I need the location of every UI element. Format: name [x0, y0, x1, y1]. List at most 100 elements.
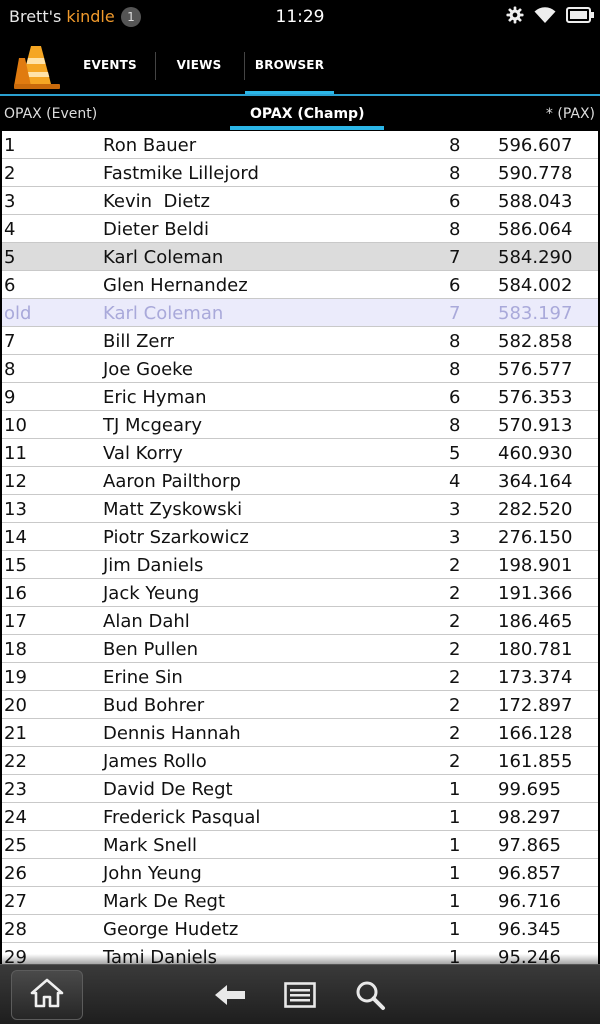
- score-cell: 364.164: [498, 471, 573, 492]
- back-icon[interactable]: [213, 979, 247, 1011]
- subtab-pax[interactable]: * (PAX): [545, 106, 595, 122]
- name-cell: Piotr Szarkowicz: [103, 527, 249, 548]
- table-row[interactable]: 19 Erine Sin 2 173.374: [2, 663, 598, 691]
- score-cell: 186.465: [498, 611, 573, 632]
- rank-cell: 6: [4, 275, 16, 296]
- events-cell: 1: [449, 891, 461, 912]
- score-cell: 282.520: [498, 499, 573, 520]
- nav-bar: [0, 964, 600, 1024]
- rank-cell: old: [4, 303, 32, 324]
- scroll-fade: [2, 954, 598, 964]
- table-row[interactable]: 3 Kevin Dietz 6 588.043: [2, 187, 598, 215]
- table-row[interactable]: 26 John Yeung 1 96.857: [2, 859, 598, 887]
- events-cell: 6: [449, 387, 461, 408]
- notification-badge[interactable]: 1: [121, 7, 141, 27]
- sub-tab-bar: OPAX (Event) OPAX (Champ) * (PAX): [0, 96, 600, 131]
- tab-divider: [244, 52, 245, 80]
- score-cell: 96.857: [498, 863, 561, 884]
- table-row[interactable]: 6 Glen Hernandez 6 584.002: [2, 271, 598, 299]
- events-cell: 1: [449, 919, 461, 940]
- table-row[interactable]: 28 George Hudetz 1 96.345: [2, 915, 598, 943]
- rank-cell: 18: [4, 639, 27, 660]
- score-cell: 584.290: [498, 247, 573, 268]
- table-row[interactable]: 25 Mark Snell 1 97.865: [2, 831, 598, 859]
- name-cell: George Hudetz: [103, 919, 239, 940]
- table-row[interactable]: 10 TJ Mcgeary 8 570.913: [2, 411, 598, 439]
- table-row[interactable]: 17 Alan Dahl 2 186.465: [2, 607, 598, 635]
- rank-cell: 24: [4, 807, 27, 828]
- score-cell: 588.043: [498, 191, 573, 212]
- table-row[interactable]: 7 Bill Zerr 8 582.858: [2, 327, 598, 355]
- rank-cell: 2: [4, 163, 16, 184]
- table-row[interactable]: 9 Eric Hyman 6 576.353: [2, 383, 598, 411]
- events-cell: 4: [449, 471, 461, 492]
- rank-cell: 23: [4, 779, 27, 800]
- standings-rows: 1 Ron Bauer 8 596.607 2 Fastmike Lillejord 8 59…: [2, 131, 598, 964]
- subtab-opax-event[interactable]: OPAX (Event): [4, 106, 98, 122]
- events-cell: 3: [449, 527, 461, 548]
- events-cell: 2: [449, 723, 461, 744]
- device-owner: Brett's: [9, 7, 62, 26]
- events-cell: 8: [449, 359, 461, 380]
- table-row[interactable]: 24 Frederick Pasqual 1 98.297: [2, 803, 598, 831]
- score-cell: 586.064: [498, 219, 573, 240]
- table-row[interactable]: 1 Ron Bauer 8 596.607: [2, 131, 598, 159]
- table-row[interactable]: 27 Mark De Regt 1 96.716: [2, 887, 598, 915]
- name-cell: Mark De Regt: [103, 891, 226, 912]
- table-row[interactable]: 14 Piotr Szarkowicz 3 276.150: [2, 523, 598, 551]
- rank-cell: 19: [4, 667, 27, 688]
- table-row[interactable]: 2 Fastmike Lillejord 8 590.778: [2, 159, 598, 187]
- rank-cell: 29: [4, 943, 27, 964]
- events-cell: 6: [449, 275, 461, 296]
- name-cell: David De Regt: [103, 779, 233, 800]
- table-row[interactable]: 16 Jack Yeung 2 191.366: [2, 579, 598, 607]
- score-cell: 95.246: [498, 943, 561, 964]
- home-button[interactable]: [11, 970, 83, 1020]
- table-row[interactable]: 18 Ben Pullen 2 180.781: [2, 635, 598, 663]
- menu-icon[interactable]: [283, 979, 317, 1011]
- name-cell: Aaron Pailthorp: [103, 471, 241, 492]
- name-cell: Ron Bauer: [103, 135, 197, 156]
- name-cell: Jack Yeung: [103, 583, 200, 604]
- table-row[interactable]: old Karl Coleman 7 583.197: [2, 299, 598, 327]
- table-row[interactable]: 11 Val Korry 5 460.930: [2, 439, 598, 467]
- name-cell: Karl Coleman: [103, 303, 224, 324]
- table-row[interactable]: 4 Dieter Beldi 8 586.064: [2, 215, 598, 243]
- events-cell: 1: [449, 943, 460, 964]
- table-row[interactable]: 13 Matt Zyskowski 3 282.520: [2, 495, 598, 523]
- table-row[interactable]: 29 Tami Daniels 1 95.246: [2, 943, 598, 964]
- gear-icon[interactable]: [506, 6, 524, 28]
- rank-cell: 4: [4, 219, 16, 240]
- app-tab-bar: EVENTS VIEWS BROWSER: [0, 34, 600, 96]
- score-cell: 173.374: [498, 667, 573, 688]
- table-row[interactable]: 23 David De Regt 1 99.695: [2, 775, 598, 803]
- standings-table[interactable]: 1 Ron Bauer 8 596.607 2 Fastmike Lillejord 8 59…: [0, 131, 600, 964]
- rank-cell: 14: [4, 527, 27, 548]
- score-cell: 161.855: [498, 751, 573, 772]
- status-icons: [506, 6, 594, 28]
- events-cell: 2: [449, 751, 461, 772]
- tab-browser[interactable]: BROWSER: [245, 34, 334, 96]
- search-icon[interactable]: [353, 979, 387, 1011]
- rank-cell: 27: [4, 891, 27, 912]
- name-cell: James Rollo: [103, 751, 207, 772]
- rank-cell: 22: [4, 751, 27, 772]
- clock: 11:29: [275, 7, 325, 27]
- table-row[interactable]: 15 Jim Daniels 2 198.901: [2, 551, 598, 579]
- tab-views[interactable]: VIEWS: [176, 58, 222, 72]
- subtab-opax-champ[interactable]: OPAX (Champ): [229, 96, 386, 131]
- traffic-cone-icon[interactable]: [14, 42, 60, 92]
- table-row[interactable]: 12 Aaron Pailthorp 4 364.164: [2, 467, 598, 495]
- table-row[interactable]: 21 Dennis Hannah 2 166.128: [2, 719, 598, 747]
- table-row[interactable]: 20 Bud Bohrer 2 172.897: [2, 691, 598, 719]
- events-cell: 1: [449, 807, 461, 828]
- name-cell: Karl Coleman: [103, 247, 224, 268]
- events-cell: 8: [449, 415, 461, 436]
- score-cell: 172.897: [498, 695, 573, 716]
- table-row[interactable]: 8 Joe Goeke 8 576.577: [2, 355, 598, 383]
- table-row[interactable]: 22 James Rollo 2 161.855: [2, 747, 598, 775]
- table-row[interactable]: 5 Karl Coleman 7 584.290: [2, 243, 598, 271]
- rank-cell: 7: [4, 331, 16, 352]
- battery-icon: [566, 7, 594, 27]
- tab-events[interactable]: EVENTS: [83, 58, 137, 72]
